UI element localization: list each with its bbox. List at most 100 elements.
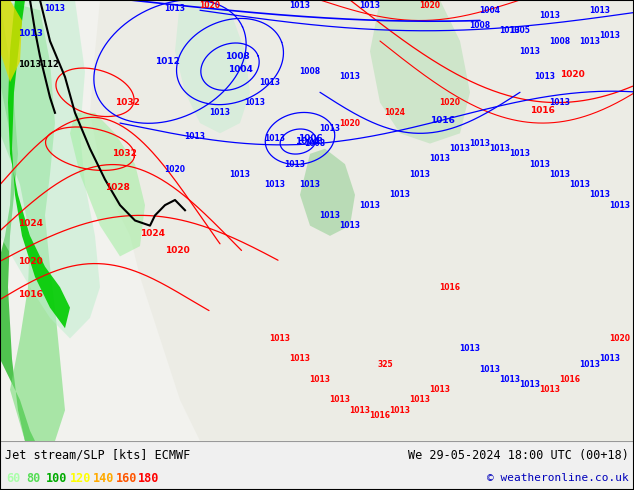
Polygon shape: [90, 0, 634, 441]
Text: 140: 140: [93, 471, 114, 485]
Text: 1013: 1013: [410, 170, 430, 179]
Text: 1020: 1020: [420, 0, 441, 10]
Text: 1013: 1013: [320, 123, 340, 133]
Text: 1013: 1013: [259, 77, 280, 87]
Polygon shape: [0, 0, 22, 82]
Text: 1013: 1013: [230, 170, 250, 179]
Text: 1013: 1013: [264, 180, 285, 189]
Text: 1013: 1013: [389, 406, 410, 415]
Text: 1020: 1020: [339, 119, 361, 127]
Text: 1013: 1013: [479, 365, 500, 374]
Text: 1013: 1013: [600, 354, 621, 364]
Text: 1013: 1013: [359, 200, 380, 210]
Text: 1013: 1013: [330, 395, 351, 404]
Text: 160: 160: [116, 471, 138, 485]
Text: 1008: 1008: [304, 139, 326, 148]
Text: 325: 325: [377, 360, 393, 368]
Polygon shape: [0, 0, 65, 441]
Text: 1013: 1013: [184, 132, 205, 141]
Text: 1013: 1013: [290, 0, 311, 10]
Text: 1013: 1013: [540, 11, 560, 20]
Text: 1013: 1013: [429, 154, 451, 164]
Text: 1013: 1013: [299, 180, 321, 189]
Text: 1013: 1013: [609, 200, 630, 210]
Text: 1013: 1013: [264, 134, 285, 143]
Text: 1013: 1013: [290, 354, 311, 364]
Text: 1032: 1032: [115, 98, 140, 107]
Text: 1020: 1020: [165, 246, 190, 255]
Polygon shape: [8, 0, 70, 328]
Text: 1020: 1020: [18, 257, 42, 266]
Text: 1013: 1013: [285, 160, 306, 169]
Polygon shape: [0, 0, 100, 339]
Polygon shape: [175, 0, 250, 133]
Text: 1013: 1013: [500, 26, 521, 35]
Text: 1013: 1013: [18, 29, 43, 38]
Text: 1020: 1020: [609, 334, 630, 343]
Polygon shape: [70, 113, 145, 256]
Text: 1013: 1013: [519, 380, 541, 389]
Text: 1020: 1020: [200, 0, 221, 10]
Text: 1005: 1005: [510, 26, 531, 35]
Text: 1013: 1013: [489, 144, 510, 153]
Text: 1013: 1013: [269, 334, 290, 343]
Text: 1004: 1004: [479, 6, 500, 15]
Text: 1016: 1016: [370, 411, 391, 420]
Text: 1013: 1013: [540, 385, 560, 394]
Text: 1008: 1008: [550, 37, 571, 46]
Text: 1013: 1013: [450, 144, 470, 153]
Text: 1013: 1013: [534, 73, 555, 81]
Text: 1032: 1032: [112, 149, 137, 158]
Text: 1012: 1012: [155, 56, 180, 66]
Text: 1013: 1013: [600, 31, 621, 40]
Text: 1013: 1013: [569, 180, 590, 189]
Text: 1020: 1020: [560, 70, 585, 79]
Text: 1013: 1013: [44, 4, 65, 13]
Text: 1024: 1024: [140, 229, 165, 238]
Text: 1013: 1013: [550, 170, 571, 179]
Text: 1016: 1016: [439, 283, 460, 292]
Text: 1016: 1016: [559, 375, 581, 384]
Text: 1008: 1008: [225, 52, 250, 61]
Text: 1008: 1008: [299, 67, 321, 76]
Text: 1013: 1013: [470, 139, 491, 148]
Text: 60: 60: [6, 471, 20, 485]
Text: 1013: 1013: [500, 375, 521, 384]
Text: 1013: 1013: [389, 190, 410, 199]
Text: 1016: 1016: [18, 291, 43, 299]
Text: 1013: 1013: [519, 47, 541, 56]
Text: 1020: 1020: [164, 165, 186, 174]
Text: 1013: 1013: [460, 344, 481, 353]
Text: 1008: 1008: [469, 21, 491, 30]
Text: 1013: 1013: [550, 98, 571, 107]
Text: 1016: 1016: [430, 116, 455, 125]
Text: 100: 100: [46, 471, 67, 485]
Text: 1013: 1013: [579, 37, 600, 46]
Text: 1013: 1013: [359, 0, 380, 10]
Text: 80: 80: [26, 471, 40, 485]
Text: 1024: 1024: [18, 219, 43, 228]
Text: 1004: 1004: [295, 137, 320, 146]
Text: 1028: 1028: [105, 183, 130, 192]
Text: 1013: 1013: [209, 108, 231, 117]
Polygon shape: [370, 0, 470, 144]
Text: © weatheronline.co.uk: © weatheronline.co.uk: [488, 473, 629, 483]
Text: 1013: 1013: [510, 149, 531, 158]
Text: 1013: 1013: [164, 4, 186, 13]
Text: 1004: 1004: [228, 65, 253, 74]
Text: Jet stream/SLP [kts] ECMWF: Jet stream/SLP [kts] ECMWF: [5, 448, 190, 462]
Text: 120: 120: [70, 471, 91, 485]
Text: 1013: 1013: [429, 385, 451, 394]
Text: 1024: 1024: [384, 108, 406, 117]
Text: 1020: 1020: [439, 98, 460, 107]
Text: 1013: 1013: [410, 395, 430, 404]
Text: 1016: 1016: [530, 106, 555, 115]
Polygon shape: [0, 0, 35, 441]
Text: 1013: 1013: [245, 98, 266, 107]
Text: 1013: 1013: [339, 221, 361, 230]
Text: 1013: 1013: [309, 375, 330, 384]
Text: 1013: 1013: [320, 211, 340, 220]
Text: 1013112: 1013112: [18, 60, 59, 69]
Text: 1013: 1013: [590, 6, 611, 15]
Polygon shape: [300, 148, 355, 236]
